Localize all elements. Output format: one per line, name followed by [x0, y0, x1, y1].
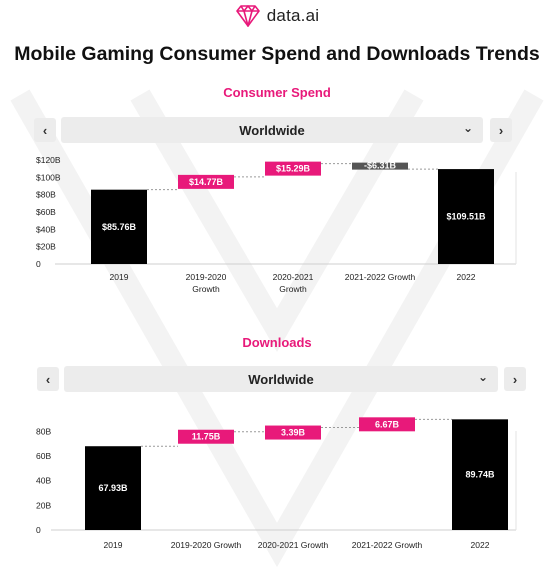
bar-data-label: 11.75B: [192, 432, 221, 442]
diamond-logo-icon: [235, 5, 260, 27]
x-tick-label: 2021-2022 Growth: [345, 272, 416, 282]
x-tick-label: Growth: [279, 284, 307, 294]
chevron-right-icon: ›: [512, 371, 518, 387]
bar-data-label: $85.76B: [102, 222, 137, 232]
y-tick-label: 20B: [36, 500, 51, 510]
bar-data-label: 3.39B: [281, 428, 306, 438]
region-selected-value: Worldwide: [239, 122, 305, 138]
bar-data-label: 67.93B: [98, 483, 128, 493]
bar: [91, 189, 147, 264]
brand-name: data.ai: [266, 6, 320, 25]
bar: [352, 162, 408, 170]
x-tick-label: 2020-2021 Growth: [258, 540, 329, 550]
region-selected-value: Worldwide: [248, 371, 314, 387]
y-tick-label: $80B: [36, 190, 56, 200]
y-tick-label: 0: [36, 259, 41, 269]
x-tick-label: Growth: [192, 284, 220, 294]
bar-data-label: $15.29B: [276, 164, 311, 174]
next-button[interactable]: ›: [504, 367, 526, 391]
page-title: Mobile Gaming Consumer Spend and Downloa…: [14, 43, 540, 65]
x-tick-label: 2022: [457, 272, 476, 282]
region-dropdown[interactable]: Worldwide ⌄: [61, 117, 483, 143]
bar: [452, 419, 508, 530]
bar: [265, 161, 321, 176]
bar: [265, 425, 321, 440]
chevron-right-icon: ›: [498, 122, 504, 138]
y-tick-label: 40B: [36, 476, 51, 486]
y-tick-label: 80B: [36, 426, 51, 436]
x-tick-label: 2019-2020: [186, 272, 227, 282]
y-tick-label: 60B: [36, 451, 51, 461]
bar-data-label: -$6.31B: [364, 161, 397, 171]
x-tick-label: 2019-2020 Growth: [171, 540, 242, 550]
x-tick-label: 2021-2022 Growth: [352, 540, 423, 550]
prev-button[interactable]: ‹: [34, 118, 56, 142]
bar-data-label: $14.77B: [189, 177, 224, 187]
y-tick-label: $20B: [36, 242, 56, 252]
next-button[interactable]: ›: [490, 118, 512, 142]
bar: [85, 446, 141, 530]
region-dropdown[interactable]: Worldwide ⌄: [64, 366, 498, 392]
y-tick-label: $120B: [36, 155, 61, 165]
y-tick-label: $100B: [36, 172, 61, 182]
y-tick-label: 0: [36, 525, 41, 535]
chevron-left-icon: ‹: [45, 371, 51, 387]
downloads-chart: 0 20B 40B 60B 80B 67.93B 2019 11.75B 2019-2020 G…: [36, 417, 517, 550]
bar: [438, 169, 494, 264]
bar-data-label: 6.67B: [375, 419, 400, 429]
x-tick-label: 2020-2021: [273, 272, 314, 282]
x-tick-label: 2019: [104, 540, 123, 550]
bar: [178, 429, 234, 444]
y-tick-label: $60B: [36, 207, 56, 217]
chevron-down-icon: ⌄: [462, 121, 473, 135]
prev-button[interactable]: ‹: [37, 367, 59, 391]
section-title-consumer-spend: Consumer Spend: [223, 85, 331, 100]
section-title-downloads: Downloads: [242, 335, 312, 350]
bar: [359, 417, 415, 432]
bar: [178, 174, 234, 189]
bar-data-label: $109.51B: [446, 212, 486, 222]
brand-header: data.ai: [0, 4, 554, 28]
bar-data-label: 89.74B: [465, 470, 495, 480]
y-tick-label: $40B: [36, 224, 56, 234]
consumer-spend-chart: 0 $20B $40B $60B $80B $100B $120B $85.76B 2019 $1…: [36, 155, 517, 294]
x-tick-label: 2019: [110, 272, 129, 282]
chevron-down-icon: ⌄: [477, 370, 488, 384]
x-tick-label: 2022: [471, 540, 490, 550]
chevron-left-icon: ‹: [42, 122, 48, 138]
